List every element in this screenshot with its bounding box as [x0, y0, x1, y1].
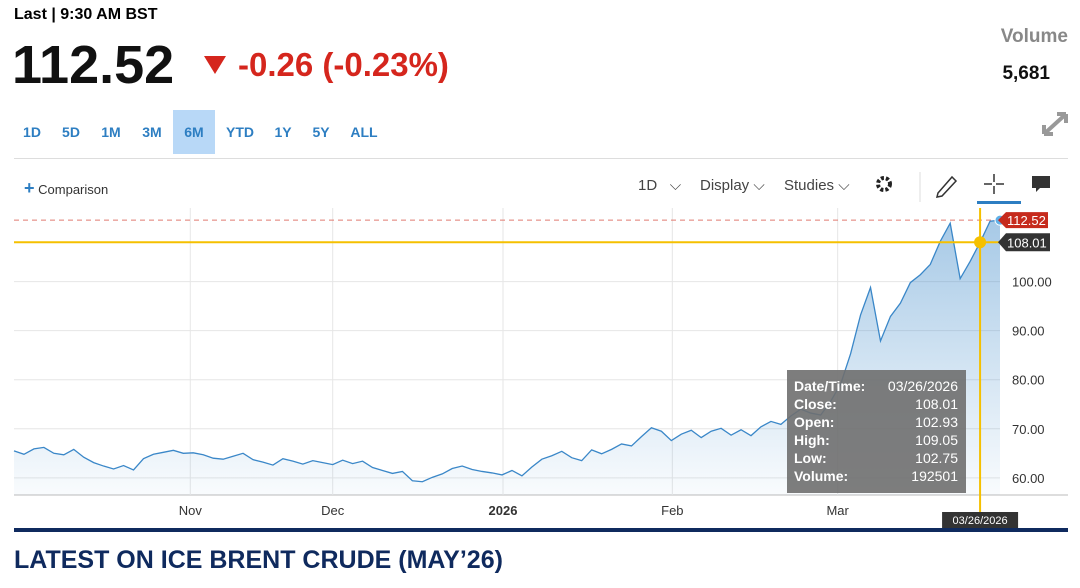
down-arrow: [204, 56, 226, 74]
display-button[interactable]: Display ⌵: [700, 177, 765, 194]
tooltip-label: Open:: [794, 414, 834, 430]
volume-label: Volume: [1000, 26, 1068, 47]
tooltip-box: [787, 370, 966, 493]
footer-rule: [14, 528, 1068, 532]
crosshair-date: 03/26/2026: [953, 515, 1008, 527]
volume: 5,681: [1002, 63, 1050, 84]
y-tick-label: 100.00: [1012, 275, 1052, 290]
range-button[interactable]: 5D: [62, 124, 80, 140]
tooltip-label: Close:: [794, 396, 837, 412]
crosshair-point: [974, 236, 987, 249]
crosshair-label: 108.01: [1007, 235, 1047, 250]
y-tick-label: 60.00: [1012, 471, 1045, 486]
settings-icon[interactable]: [876, 176, 892, 192]
expand-icon[interactable]: [1040, 110, 1070, 138]
interval-label: 1D: [638, 177, 658, 194]
price: 112.52: [12, 35, 175, 95]
tooltip-value: 102.75: [915, 450, 958, 466]
range-button[interactable]: 1M: [101, 124, 121, 140]
tooltip-value: 102.93: [915, 414, 958, 430]
range-button[interactable]: 3M: [142, 124, 162, 140]
range-button[interactable]: 5Y: [312, 124, 330, 140]
divider: [14, 158, 1068, 159]
crosshair-date-box: [942, 512, 1019, 528]
range-button[interactable]: 1Y: [274, 124, 292, 140]
interval-button[interactable]: 1D ⌵: [638, 177, 682, 194]
crosshair-icon[interactable]: [984, 174, 1004, 194]
x-tick-label: Dec: [321, 503, 345, 518]
tooltip-value: 03/26/2026: [888, 378, 958, 394]
x-tick-label: 2026: [489, 503, 518, 518]
display-label: Display: [700, 177, 750, 194]
x-tick-label: Feb: [661, 503, 683, 518]
last-label: Last | 9:30 AM BST: [14, 6, 158, 23]
comment-icon[interactable]: [1032, 176, 1050, 192]
price-change: -0.26 (-0.23%): [238, 46, 449, 83]
comparison-label: Comparison: [38, 182, 109, 197]
y-tick-label: 90.00: [1012, 324, 1045, 339]
footer-title: LATEST ON ICE BRENT CRUDE (MAY’26): [14, 546, 503, 574]
tooltip-label: Date/Time:: [794, 378, 865, 394]
tooltip-value: 192501: [911, 468, 958, 484]
tooltip-value: 109.05: [915, 432, 958, 448]
crosshair-flag: [998, 233, 1050, 252]
last-price-flag: [998, 212, 1048, 229]
tooltip-label: High:: [794, 432, 830, 448]
range-button[interactable]: 1D: [23, 124, 41, 140]
y-tick-label: 70.00: [1012, 422, 1045, 437]
tooltip-value: 108.01: [915, 396, 958, 412]
y-tick-label: 80.00: [1012, 373, 1045, 388]
draw-icon[interactable]: [935, 175, 958, 198]
range-button[interactable]: 6M: [173, 110, 215, 154]
tooltip-label: Low:: [794, 450, 827, 466]
range-button[interactable]: ALL: [350, 124, 378, 140]
range-button[interactable]: YTD: [226, 124, 254, 140]
studies-label: Studies: [784, 177, 835, 194]
tooltip-label: Volume:: [794, 468, 848, 484]
toolbar-icons: [876, 172, 1050, 204]
x-tick-label: Mar: [826, 503, 849, 518]
active-indicator: [977, 201, 1021, 204]
x-tick-label: Nov: [179, 503, 203, 518]
last-price-label: 112.52: [1007, 213, 1046, 228]
comparison-button[interactable]: + Comparison: [24, 178, 109, 198]
studies-button[interactable]: Studies ⌵: [784, 177, 850, 194]
